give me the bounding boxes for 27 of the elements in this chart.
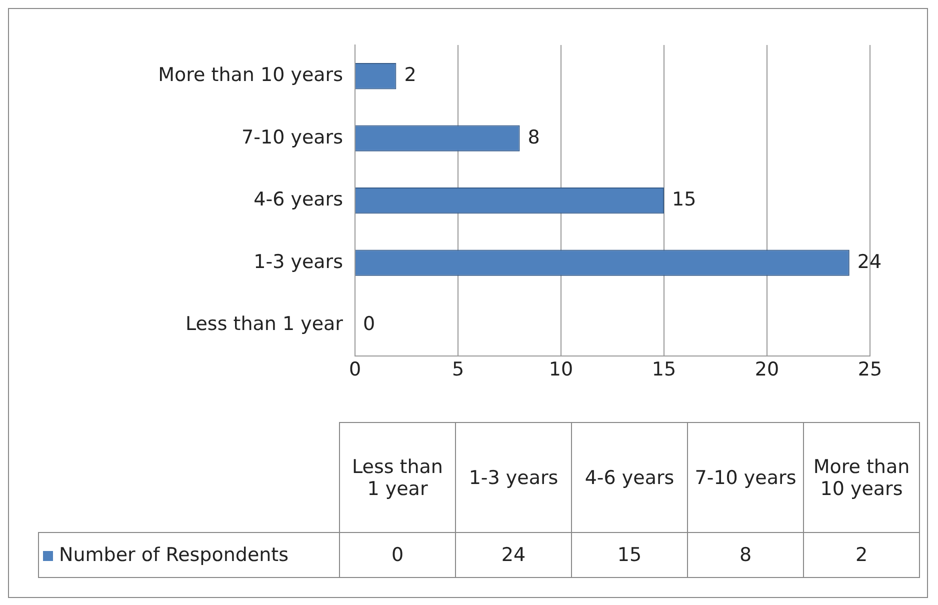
data-label: 2 [804,532,920,578]
x-tick-label: 20 [754,358,780,381]
data-label: 15 [572,532,688,578]
data-label: 0 [363,313,376,336]
data-label: 0 [340,532,456,578]
x-tick-label: 10 [548,358,574,381]
data-label: 8 [688,532,804,578]
y-tick-label: 7-10 years [242,126,343,148]
x-tick-label: 15 [652,358,676,381]
y-tick-label: 4-6 years [254,188,343,211]
y-tick-label: More than 10 years [158,64,343,86]
legend-label: Number of Respondents [38,532,340,578]
data-label: 15 [672,188,696,211]
category-label: 1-3 years [456,422,572,532]
category-label: 4-6 years [572,422,688,532]
data-label: 8 [528,126,540,148]
data-label: 24 [857,250,882,273]
data-label: 2 [404,64,416,86]
category-label: 7-10 years [688,422,804,532]
data-label: 24 [456,532,572,578]
x-tick-label: 25 [858,358,882,381]
x-tick-label: 5 [452,358,464,381]
y-tick-label: 1-3 years [254,250,343,273]
y-tick-label: Less than 1 year [185,313,344,336]
category-label: More than 10 years [804,422,920,532]
x-tick-label: 0 [348,358,362,381]
category-label: Less than 1 year [340,422,456,532]
